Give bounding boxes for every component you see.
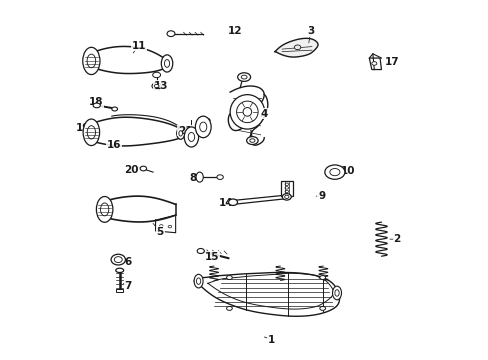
Ellipse shape [87, 54, 96, 68]
Ellipse shape [334, 290, 339, 296]
Ellipse shape [176, 127, 184, 139]
Polygon shape [281, 181, 292, 196]
Ellipse shape [329, 168, 339, 176]
Text: 2: 2 [392, 234, 400, 244]
Text: 18: 18 [88, 97, 102, 107]
Ellipse shape [96, 197, 113, 222]
Ellipse shape [82, 47, 100, 75]
Text: 7: 7 [124, 281, 131, 291]
Text: 3: 3 [306, 26, 314, 36]
Ellipse shape [167, 31, 175, 37]
Ellipse shape [196, 278, 201, 284]
Ellipse shape [83, 119, 100, 145]
Text: 15: 15 [204, 252, 219, 262]
Ellipse shape [184, 127, 198, 147]
Text: 1: 1 [267, 334, 274, 345]
Text: 22: 22 [197, 118, 211, 128]
Ellipse shape [159, 225, 163, 227]
Text: 11: 11 [131, 41, 145, 50]
Ellipse shape [217, 175, 223, 180]
Ellipse shape [324, 165, 344, 179]
Ellipse shape [112, 107, 117, 111]
Circle shape [236, 101, 258, 123]
Text: 5: 5 [156, 227, 163, 237]
Ellipse shape [228, 199, 237, 206]
Text: 4: 4 [260, 109, 267, 119]
Ellipse shape [294, 45, 300, 50]
Ellipse shape [152, 72, 160, 78]
Polygon shape [368, 58, 381, 69]
Ellipse shape [319, 306, 325, 310]
Ellipse shape [195, 116, 211, 138]
Ellipse shape [282, 194, 291, 200]
Ellipse shape [114, 257, 122, 262]
Circle shape [243, 108, 251, 116]
Ellipse shape [197, 248, 204, 253]
Text: 13: 13 [154, 81, 168, 91]
Text: 8: 8 [188, 173, 196, 183]
Ellipse shape [93, 103, 100, 108]
Ellipse shape [285, 183, 288, 185]
Ellipse shape [194, 274, 203, 288]
Circle shape [230, 95, 264, 129]
Text: 14: 14 [218, 198, 233, 208]
Ellipse shape [161, 55, 172, 72]
Polygon shape [116, 289, 123, 292]
Text: 16: 16 [106, 140, 121, 150]
Polygon shape [274, 39, 317, 57]
Ellipse shape [87, 126, 95, 139]
Ellipse shape [188, 132, 194, 141]
Ellipse shape [116, 268, 123, 273]
Text: 17: 17 [384, 57, 399, 67]
Ellipse shape [164, 59, 169, 67]
Ellipse shape [241, 75, 246, 79]
Ellipse shape [246, 136, 258, 144]
Ellipse shape [237, 73, 250, 81]
Text: 12: 12 [228, 26, 242, 36]
Text: 10: 10 [341, 166, 355, 176]
Ellipse shape [319, 275, 325, 279]
Ellipse shape [111, 254, 125, 265]
Ellipse shape [332, 286, 341, 300]
Text: 20: 20 [124, 165, 139, 175]
Ellipse shape [199, 122, 206, 132]
Ellipse shape [101, 203, 108, 216]
Ellipse shape [226, 306, 232, 310]
Ellipse shape [226, 275, 232, 279]
Text: 9: 9 [317, 191, 325, 201]
Ellipse shape [371, 62, 376, 65]
Text: 6: 6 [124, 257, 131, 267]
Text: 19: 19 [76, 123, 90, 133]
Ellipse shape [284, 195, 288, 198]
Ellipse shape [168, 225, 171, 228]
Ellipse shape [154, 85, 159, 87]
Ellipse shape [140, 166, 146, 171]
Ellipse shape [152, 83, 161, 89]
Ellipse shape [179, 131, 182, 136]
Ellipse shape [249, 139, 254, 142]
Ellipse shape [285, 186, 288, 189]
Ellipse shape [196, 172, 203, 182]
Ellipse shape [285, 190, 288, 193]
Text: 21: 21 [178, 126, 192, 135]
